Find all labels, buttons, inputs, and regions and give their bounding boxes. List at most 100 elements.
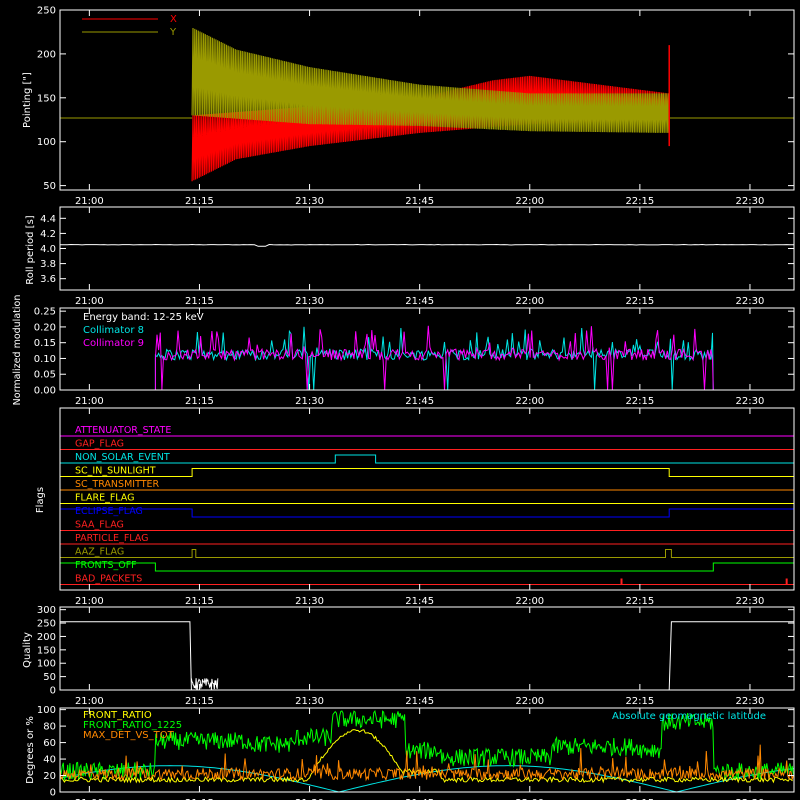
ratios-series xyxy=(59,710,795,793)
modulation-ytick-label: 0.10 xyxy=(34,354,56,365)
pointing-ytick-label: 100 xyxy=(37,137,56,148)
ratios-axes: 0 20 40 60 80 100 21:00 21:15 21:30 21:45 22:00 22:… xyxy=(37,705,795,800)
roll-period-xtick-label: 21:00 xyxy=(75,296,104,307)
quality-ylabel: Quality xyxy=(22,632,33,668)
quality-frame xyxy=(59,606,795,691)
geomagnetic-latitude-annotation: Absolute geomagnetic latitude xyxy=(612,711,766,722)
modulation-ytick-label: 0.00 xyxy=(34,386,56,397)
flags-series: ATTENUATOR_STATE GAP_FLAG NON_SOLAR_EVENT S… xyxy=(60,425,794,585)
quality-axes: 0 50 100 150 200 250 300 21:00 21:15 21:30 21:45 22… xyxy=(37,605,795,707)
roll-period-xtick-label: 21:15 xyxy=(185,296,214,307)
legend-collimator-9: Collimator 9 xyxy=(83,338,144,349)
legend-front-ratio: FRONT_RATIO xyxy=(83,710,152,721)
legend-collimator-8: Collimator 8 xyxy=(83,325,144,336)
modulation-xtick-label: 21:00 xyxy=(75,396,104,407)
flag-label: ECLIPSE_FLAG xyxy=(75,506,143,517)
roll-period-xtick-label: 22:00 xyxy=(515,296,544,307)
flag-label: SC_TRANSMITTER xyxy=(75,479,160,490)
ratios-xtick-label: 22:00 xyxy=(515,798,544,800)
pointing-ylabel: Pointing ["] xyxy=(22,72,33,128)
roll-period-ytick-label: 3.8 xyxy=(40,259,56,270)
pointing-axes: 50 100 150 200 250 21:00 21:15 21:30 21:45 22:00 2… xyxy=(37,6,795,207)
energy-band-annotation: Energy band: 12-25 keV xyxy=(83,312,204,323)
flags-axes: 21:00 21:15 21:30 21:45 22:00 22:15 22:30 xyxy=(59,407,795,607)
modulation-xtick-label: 22:30 xyxy=(736,396,765,407)
ratios-max-det-vs-tot-line xyxy=(59,744,794,782)
quality-xtick-label: 22:00 xyxy=(515,696,544,707)
quality-xtick-label: 22:30 xyxy=(736,696,765,707)
ratios-xtick-label: 21:30 xyxy=(295,798,324,800)
pointing-legend: X Y xyxy=(82,14,177,38)
pointing-panel: Pointing ["] 50 100 150 200 250 21:00 21:15 21:… xyxy=(22,6,795,207)
modulation-series-collimator-9 xyxy=(60,325,794,391)
pointing-ytick-label: 150 xyxy=(37,93,56,104)
flags-xtick-label: 21:45 xyxy=(405,596,434,607)
ratios-panel: Degrees or % 0 20 40 60 80 100 21:00 21:15 21:30… xyxy=(25,705,795,800)
flag-label: BAD_PACKETS xyxy=(75,574,142,585)
roll-period-xtick-label: 21:45 xyxy=(405,296,434,307)
roll-period-ytick-label: 3.6 xyxy=(40,274,56,285)
roll-period-axes: 3.6 3.8 4.0 4.2 4.4 21:00 21:15 21:30 21:45 22:00… xyxy=(40,206,795,307)
modulation-xtick-label: 21:30 xyxy=(295,396,324,407)
roll-period-xtick-label: 22:30 xyxy=(736,296,765,307)
flags-xtick-label: 21:00 xyxy=(75,596,104,607)
ratios-ytick-label: 20 xyxy=(43,771,56,782)
roll-period-series xyxy=(59,243,794,247)
quality-ytick-label: 100 xyxy=(37,659,56,670)
quality-ytick-label: 150 xyxy=(37,645,56,656)
quality-xtick-label: 22:15 xyxy=(625,696,654,707)
flags-ylabel: Flags xyxy=(35,487,46,513)
flag-label: AAZ_FLAG xyxy=(75,547,124,558)
quality-ytick-label: 0 xyxy=(50,686,56,697)
quality-ytick-label: 50 xyxy=(43,672,56,683)
pointing-xtick-label: 21:30 xyxy=(295,196,324,207)
pointing-ytick-label: 50 xyxy=(43,181,56,192)
ratios-ylabel: Degrees or % xyxy=(25,716,36,784)
roll-period-ytick-label: 4.2 xyxy=(40,229,56,240)
roll-period-xtick-label: 22:15 xyxy=(625,296,654,307)
flags-xtick-label: 22:15 xyxy=(625,596,654,607)
flag-label: NON_SOLAR_EVENT xyxy=(75,452,170,463)
flags-xtick-label: 21:15 xyxy=(185,596,214,607)
quality-xtick-label: 21:45 xyxy=(405,696,434,707)
ratios-front-ratio-1225-line xyxy=(59,710,794,781)
pointing-series xyxy=(60,27,794,182)
quality-ytick-label: 200 xyxy=(37,632,56,643)
modulation-axes: 0.00 0.05 0.10 0.15 0.20 0.25 21:00 21:15 21:30 2… xyxy=(34,307,795,407)
pointing-xtick-label: 22:00 xyxy=(515,196,544,207)
ratios-ytick-label: 100 xyxy=(37,705,56,716)
ratios-xtick-label: 21:15 xyxy=(185,798,214,800)
ratios-frame xyxy=(59,707,795,793)
ratios-ytick-label: 40 xyxy=(43,755,56,766)
ratios-xtick-label: 22:30 xyxy=(736,798,765,800)
flags-xtick-label: 22:00 xyxy=(515,596,544,607)
modulation-frame xyxy=(59,307,795,391)
pointing-xtick-label: 21:45 xyxy=(405,196,434,207)
modulation-ylabel: Normalized modulation xyxy=(12,295,23,406)
flag-line-eclipse-flag xyxy=(60,508,794,518)
pointing-series-Y-oscillation xyxy=(191,27,670,133)
legend-x-label: X xyxy=(170,14,177,25)
flags-xtick-label: 21:30 xyxy=(295,596,324,607)
flag-line-sc-in-sunlight xyxy=(60,468,794,477)
flag-line-fronts-off xyxy=(60,562,794,572)
roll-period-ylabel: Roll period [s] xyxy=(25,215,36,284)
legend-max-det-vs-tot: MAX_DET_VS_TOT xyxy=(83,730,175,741)
ratios-ytick-label: 80 xyxy=(43,722,56,733)
pointing-xtick-label: 21:00 xyxy=(75,196,104,207)
modulation-ytick-label: 0.25 xyxy=(34,307,56,318)
flag-label: PARTICLE_FLAG xyxy=(75,533,148,544)
quality-ytick-label: 300 xyxy=(37,605,56,616)
roll-period-xtick-label: 21:30 xyxy=(295,296,324,307)
quality-xtick-label: 21:00 xyxy=(75,696,104,707)
flag-label: SC_IN_SUNLIGHT xyxy=(75,466,156,477)
modulation-xtick-label: 21:45 xyxy=(405,396,434,407)
modulation-series xyxy=(60,325,794,391)
flag-label: ATTENUATOR_STATE xyxy=(75,425,171,436)
pointing-xtick-label: 22:15 xyxy=(625,196,654,207)
ratios-ytick-label: 60 xyxy=(43,738,56,749)
modulation-ytick-label: 0.15 xyxy=(34,338,56,349)
flags-xtick-label: 22:30 xyxy=(736,596,765,607)
ratios-xtick-label: 21:00 xyxy=(75,798,104,800)
